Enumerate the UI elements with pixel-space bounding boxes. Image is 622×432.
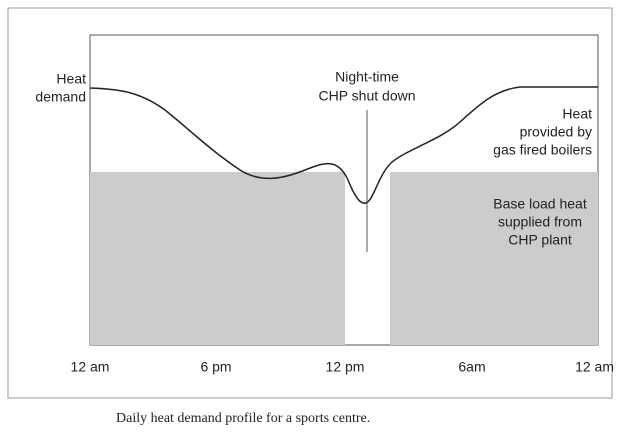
label: CHP shut down	[318, 88, 415, 104]
x-tick-label: 12 pm	[326, 359, 365, 375]
base-load-area	[90, 172, 345, 345]
label: demand	[35, 89, 86, 105]
label: Night-time	[335, 69, 399, 85]
label: provided by	[520, 124, 592, 140]
frame	[7, 7, 613, 399]
x-tick-label: 12 am	[71, 359, 110, 375]
label: supplied from	[498, 214, 582, 230]
label: gas fired boilers	[493, 142, 592, 158]
label: CHP plant	[508, 232, 572, 248]
label: Base load heat	[493, 196, 587, 212]
heat-demand-curve	[89, 86, 598, 204]
x-tick-label: 12 am	[575, 359, 614, 375]
base-load-area	[390, 172, 598, 345]
caption: Daily heat demand profile for a sports c…	[116, 411, 370, 426]
label: Heat	[56, 71, 86, 87]
label: Heat	[562, 106, 592, 122]
x-tick-label: 6 pm	[200, 359, 231, 375]
x-tick-label: 6am	[458, 359, 485, 375]
